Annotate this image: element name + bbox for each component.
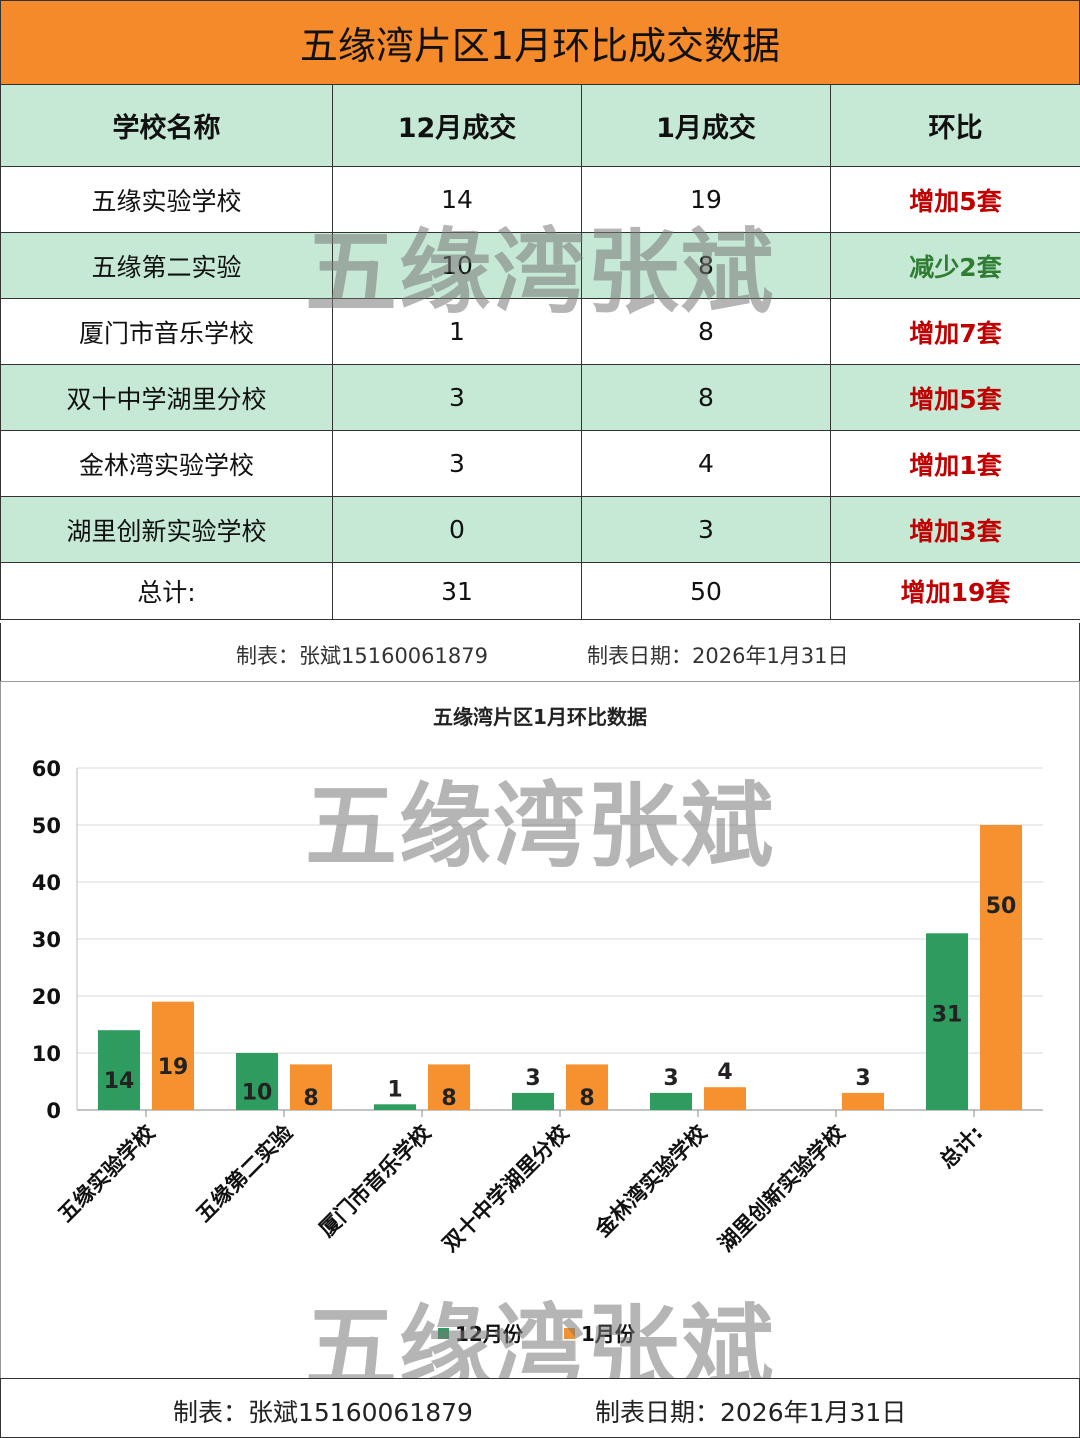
cell-jan: 8 — [582, 299, 831, 365]
cell-change: 增加5套 — [831, 365, 1080, 431]
header-dec: 12月成交 — [333, 85, 582, 167]
table-total-row: 总计: 31 50 增加19套 — [1, 563, 1080, 620]
total-change: 增加19套 — [831, 563, 1080, 620]
bar-jan — [842, 1093, 884, 1110]
cell-change: 增加3套 — [831, 497, 1080, 563]
cell-dec: 10 — [333, 233, 582, 299]
data-label: 10 — [242, 1081, 273, 1106]
data-table: 学校名称 12月成交 1月成交 环比 五缘实验学校 14 19 增加5套 五缘第… — [0, 84, 1080, 620]
data-label: 3 — [855, 1066, 870, 1091]
cell-change: 增加1套 — [831, 431, 1080, 497]
data-label: 50 — [986, 894, 1017, 919]
bar-dec — [650, 1093, 692, 1110]
cell-school: 五缘第二实验 — [1, 233, 333, 299]
table-row: 湖里创新实验学校 0 3 增加3套 — [1, 497, 1080, 563]
data-label: 14 — [104, 1069, 135, 1094]
cell-dec: 3 — [333, 365, 582, 431]
x-tick-label: 金林湾实验学校 — [590, 1120, 712, 1242]
maker-text: 制表：张斌15160061879 — [236, 640, 488, 670]
cell-dec: 3 — [333, 431, 582, 497]
y-tick-label: 40 — [32, 871, 61, 895]
cell-change: 增加5套 — [831, 167, 1080, 233]
cell-school: 厦门市音乐学校 — [1, 299, 333, 365]
x-tick-label: 五缘实验学校 — [53, 1120, 160, 1227]
table-row: 五缘实验学校 14 19 增加5套 — [1, 167, 1080, 233]
total-dec: 31 — [333, 563, 582, 620]
data-label: 31 — [932, 1002, 963, 1027]
chart-title: 五缘湾片区1月环比数据 — [433, 705, 647, 729]
y-tick-label: 20 — [32, 985, 61, 1009]
header-jan: 1月成交 — [582, 85, 831, 167]
data-label: 3 — [525, 1066, 540, 1091]
cell-school: 金林湾实验学校 — [1, 431, 333, 497]
maker-text: 制表：张斌15160061879 — [173, 1393, 473, 1429]
cell-school: 双十中学湖里分校 — [1, 365, 333, 431]
data-label: 8 — [579, 1086, 594, 1111]
cell-dec: 1 — [333, 299, 582, 365]
total-jan: 50 — [582, 563, 831, 620]
legend-swatch — [564, 1328, 575, 1339]
x-tick-label: 五缘第二实验 — [191, 1121, 297, 1227]
date-text: 制表日期：2026年1月31日 — [595, 1393, 906, 1429]
data-label: 8 — [441, 1086, 456, 1111]
header-change: 环比 — [831, 85, 1080, 167]
bar-jan — [704, 1087, 746, 1110]
page-footer: 制表：张斌15160061879 制表日期：2026年1月31日 — [0, 1378, 1080, 1438]
legend-label: 12月份 — [455, 1322, 524, 1346]
cell-jan: 4 — [582, 431, 831, 497]
table-row: 五缘第二实验 10 8 减少2套 — [1, 233, 1080, 299]
data-label: 8 — [303, 1086, 318, 1111]
cell-school: 五缘实验学校 — [1, 167, 333, 233]
cell-dec: 14 — [333, 167, 582, 233]
legend-swatch — [438, 1328, 449, 1339]
data-label: 3 — [663, 1066, 678, 1091]
bar-jan — [980, 825, 1022, 1110]
x-tick-label: 总计: — [935, 1121, 988, 1174]
legend-label: 1月份 — [581, 1322, 636, 1346]
data-label: 1 — [387, 1077, 402, 1102]
x-tick-label: 双十中学湖里分校 — [438, 1120, 574, 1256]
cell-dec: 0 — [333, 497, 582, 563]
x-tick-label: 厦门市音乐学校 — [315, 1120, 437, 1242]
cell-change: 减少2套 — [831, 233, 1080, 299]
bar-dec — [374, 1104, 416, 1110]
table-row: 金林湾实验学校 3 4 增加1套 — [1, 431, 1080, 497]
data-label: 4 — [717, 1060, 732, 1085]
total-label: 总计: — [1, 563, 333, 620]
y-tick-label: 50 — [32, 814, 61, 838]
table-row: 厦门市音乐学校 1 8 增加7套 — [1, 299, 1080, 365]
page-title: 五缘湾片区1月环比成交数据 — [0, 0, 1080, 85]
table-row: 双十中学湖里分校 3 8 增加5套 — [1, 365, 1080, 431]
y-tick-label: 0 — [46, 1099, 61, 1123]
date-text: 制表日期：2026年1月31日 — [587, 640, 849, 670]
data-label: 19 — [158, 1055, 189, 1080]
cell-jan: 8 — [582, 365, 831, 431]
y-tick-label: 10 — [32, 1042, 61, 1066]
y-tick-label: 30 — [32, 928, 61, 952]
cell-jan: 8 — [582, 233, 831, 299]
header-school: 学校名称 — [1, 85, 333, 167]
table-header-row: 学校名称 12月成交 1月成交 环比 — [1, 85, 1080, 167]
bar-dec — [512, 1093, 554, 1110]
table-footer: 制表：张斌15160061879 制表日期：2026年1月31日 — [0, 623, 1080, 681]
y-tick-label: 60 — [32, 757, 61, 781]
cell-jan: 19 — [582, 167, 831, 233]
cell-school: 湖里创新实验学校 — [1, 497, 333, 563]
x-tick-label: 湖里创新实验学校 — [714, 1120, 850, 1256]
cell-jan: 3 — [582, 497, 831, 563]
cell-change: 增加7套 — [831, 299, 1080, 365]
